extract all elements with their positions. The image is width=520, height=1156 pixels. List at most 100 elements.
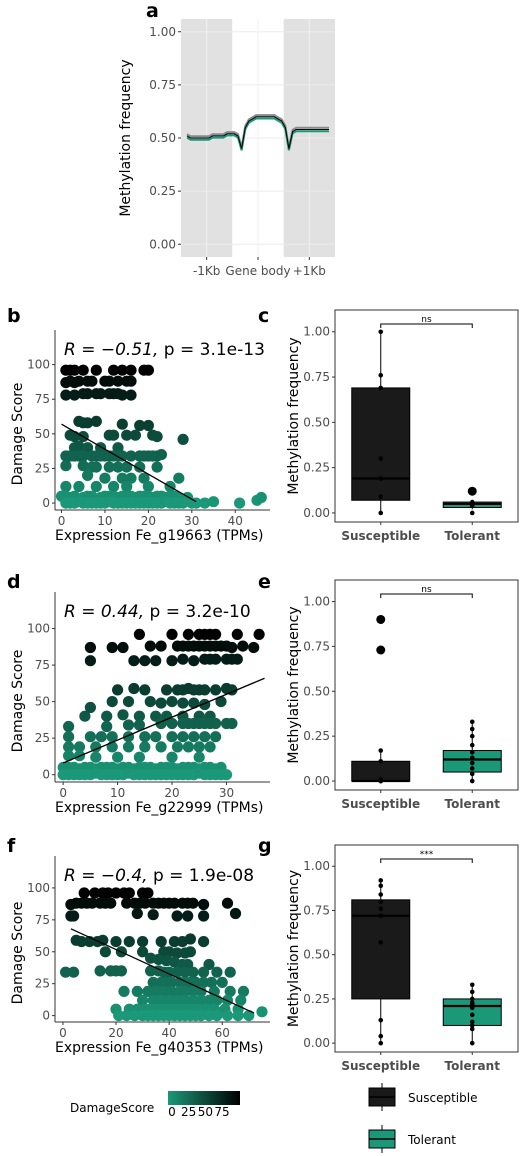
data-point bbox=[101, 720, 113, 733]
data-point bbox=[155, 640, 167, 652]
jitter-point bbox=[378, 510, 384, 516]
data-point bbox=[90, 461, 102, 473]
y-axis-title: Methylation frequency bbox=[286, 337, 302, 494]
data-point bbox=[106, 641, 118, 654]
data-point bbox=[78, 887, 90, 899]
data-point bbox=[112, 375, 124, 387]
data-point bbox=[125, 472, 137, 484]
data-point bbox=[224, 966, 236, 978]
data-point bbox=[187, 985, 199, 998]
data-point bbox=[179, 985, 191, 998]
y-tick-label: 75 bbox=[35, 658, 50, 672]
panel-label-d: d bbox=[7, 571, 21, 593]
data-point bbox=[60, 966, 72, 978]
data-point bbox=[121, 897, 133, 909]
jitter-point bbox=[378, 758, 384, 764]
x-tick-label: 40 bbox=[161, 1026, 176, 1040]
data-point bbox=[182, 910, 194, 922]
data-point bbox=[63, 731, 75, 743]
y-tick-label: 0 bbox=[42, 496, 50, 510]
data-point bbox=[158, 985, 170, 998]
data-point bbox=[232, 1010, 244, 1022]
data-point bbox=[60, 460, 72, 472]
data-point bbox=[145, 965, 157, 977]
data-point bbox=[63, 720, 75, 733]
data-point bbox=[237, 985, 250, 998]
panel-label-b: b bbox=[7, 305, 21, 327]
jitter-point bbox=[469, 726, 475, 732]
data-point bbox=[138, 472, 150, 484]
x-tick-label: 0 bbox=[58, 514, 66, 528]
data-point bbox=[226, 717, 238, 730]
jitter-point bbox=[378, 476, 384, 481]
data-point bbox=[106, 696, 118, 708]
data-point bbox=[112, 461, 124, 473]
series-line-upper bbox=[186, 114, 329, 148]
data-point bbox=[224, 985, 236, 998]
data-point bbox=[77, 364, 89, 376]
data-point bbox=[210, 653, 222, 665]
x-tick-label: 60 bbox=[215, 1026, 230, 1040]
x-tick-label: -1Kb bbox=[193, 264, 220, 278]
data-point bbox=[90, 751, 102, 763]
stat-r: R = −0.51, bbox=[64, 340, 164, 360]
jitter-point bbox=[469, 760, 475, 766]
data-point bbox=[166, 696, 178, 708]
panel-label-c: c bbox=[258, 305, 269, 327]
data-point bbox=[139, 897, 151, 909]
data-point bbox=[187, 897, 199, 909]
data-point bbox=[116, 472, 128, 484]
data-point bbox=[177, 653, 189, 665]
y-tick-label: 25 bbox=[35, 977, 50, 991]
data-point bbox=[221, 897, 234, 909]
y-tick-label: 0.00 bbox=[149, 237, 176, 251]
y-tick-label: 100 bbox=[27, 358, 50, 372]
significance-bracket bbox=[380, 593, 473, 598]
data-point bbox=[188, 655, 200, 667]
y-axis-title: Damage Score bbox=[10, 650, 26, 753]
data-point bbox=[142, 887, 154, 899]
y-tick-label: 0.50 bbox=[303, 684, 330, 698]
data-point bbox=[116, 450, 128, 462]
jitter-point bbox=[469, 1019, 475, 1025]
significance-label: ns bbox=[421, 585, 432, 595]
jitter-point bbox=[469, 719, 475, 725]
data-point bbox=[84, 641, 96, 654]
data-point bbox=[234, 497, 246, 509]
x-tick-label: 30 bbox=[184, 514, 199, 528]
jitter-point bbox=[469, 499, 475, 505]
data-point bbox=[73, 741, 86, 753]
data-point bbox=[171, 994, 183, 1006]
jitter-point bbox=[378, 372, 384, 378]
y-tick-label: 0.50 bbox=[149, 131, 176, 145]
series-line-mean bbox=[186, 116, 329, 149]
panel-label-g: g bbox=[258, 835, 272, 857]
data-point bbox=[73, 375, 85, 387]
data-point bbox=[90, 415, 102, 427]
jitter-point bbox=[469, 996, 475, 1002]
data-point bbox=[211, 1010, 223, 1022]
data-point bbox=[128, 655, 140, 667]
series-line-lower bbox=[186, 117, 329, 151]
data-point bbox=[150, 655, 162, 667]
data-point bbox=[235, 994, 247, 1006]
y-tick-label: 50 bbox=[35, 427, 50, 441]
data-point bbox=[231, 653, 243, 665]
data-point bbox=[166, 628, 178, 641]
data-point bbox=[155, 449, 167, 461]
data-point bbox=[150, 731, 162, 743]
y-axis-title: Damage Score bbox=[10, 383, 26, 486]
data-point bbox=[147, 909, 159, 921]
panel-label-f: f bbox=[7, 835, 16, 857]
data-point bbox=[166, 717, 178, 730]
jitter-point bbox=[469, 1005, 475, 1011]
y-tick-label: 75 bbox=[35, 913, 50, 927]
y-tick-label: 0.25 bbox=[149, 184, 176, 198]
data-point bbox=[125, 364, 137, 376]
data-point bbox=[184, 933, 196, 945]
data-point bbox=[90, 480, 102, 493]
data-point bbox=[90, 741, 102, 753]
jitter-point bbox=[378, 892, 384, 897]
data-point bbox=[198, 966, 210, 978]
jitter-point bbox=[469, 1026, 475, 1032]
